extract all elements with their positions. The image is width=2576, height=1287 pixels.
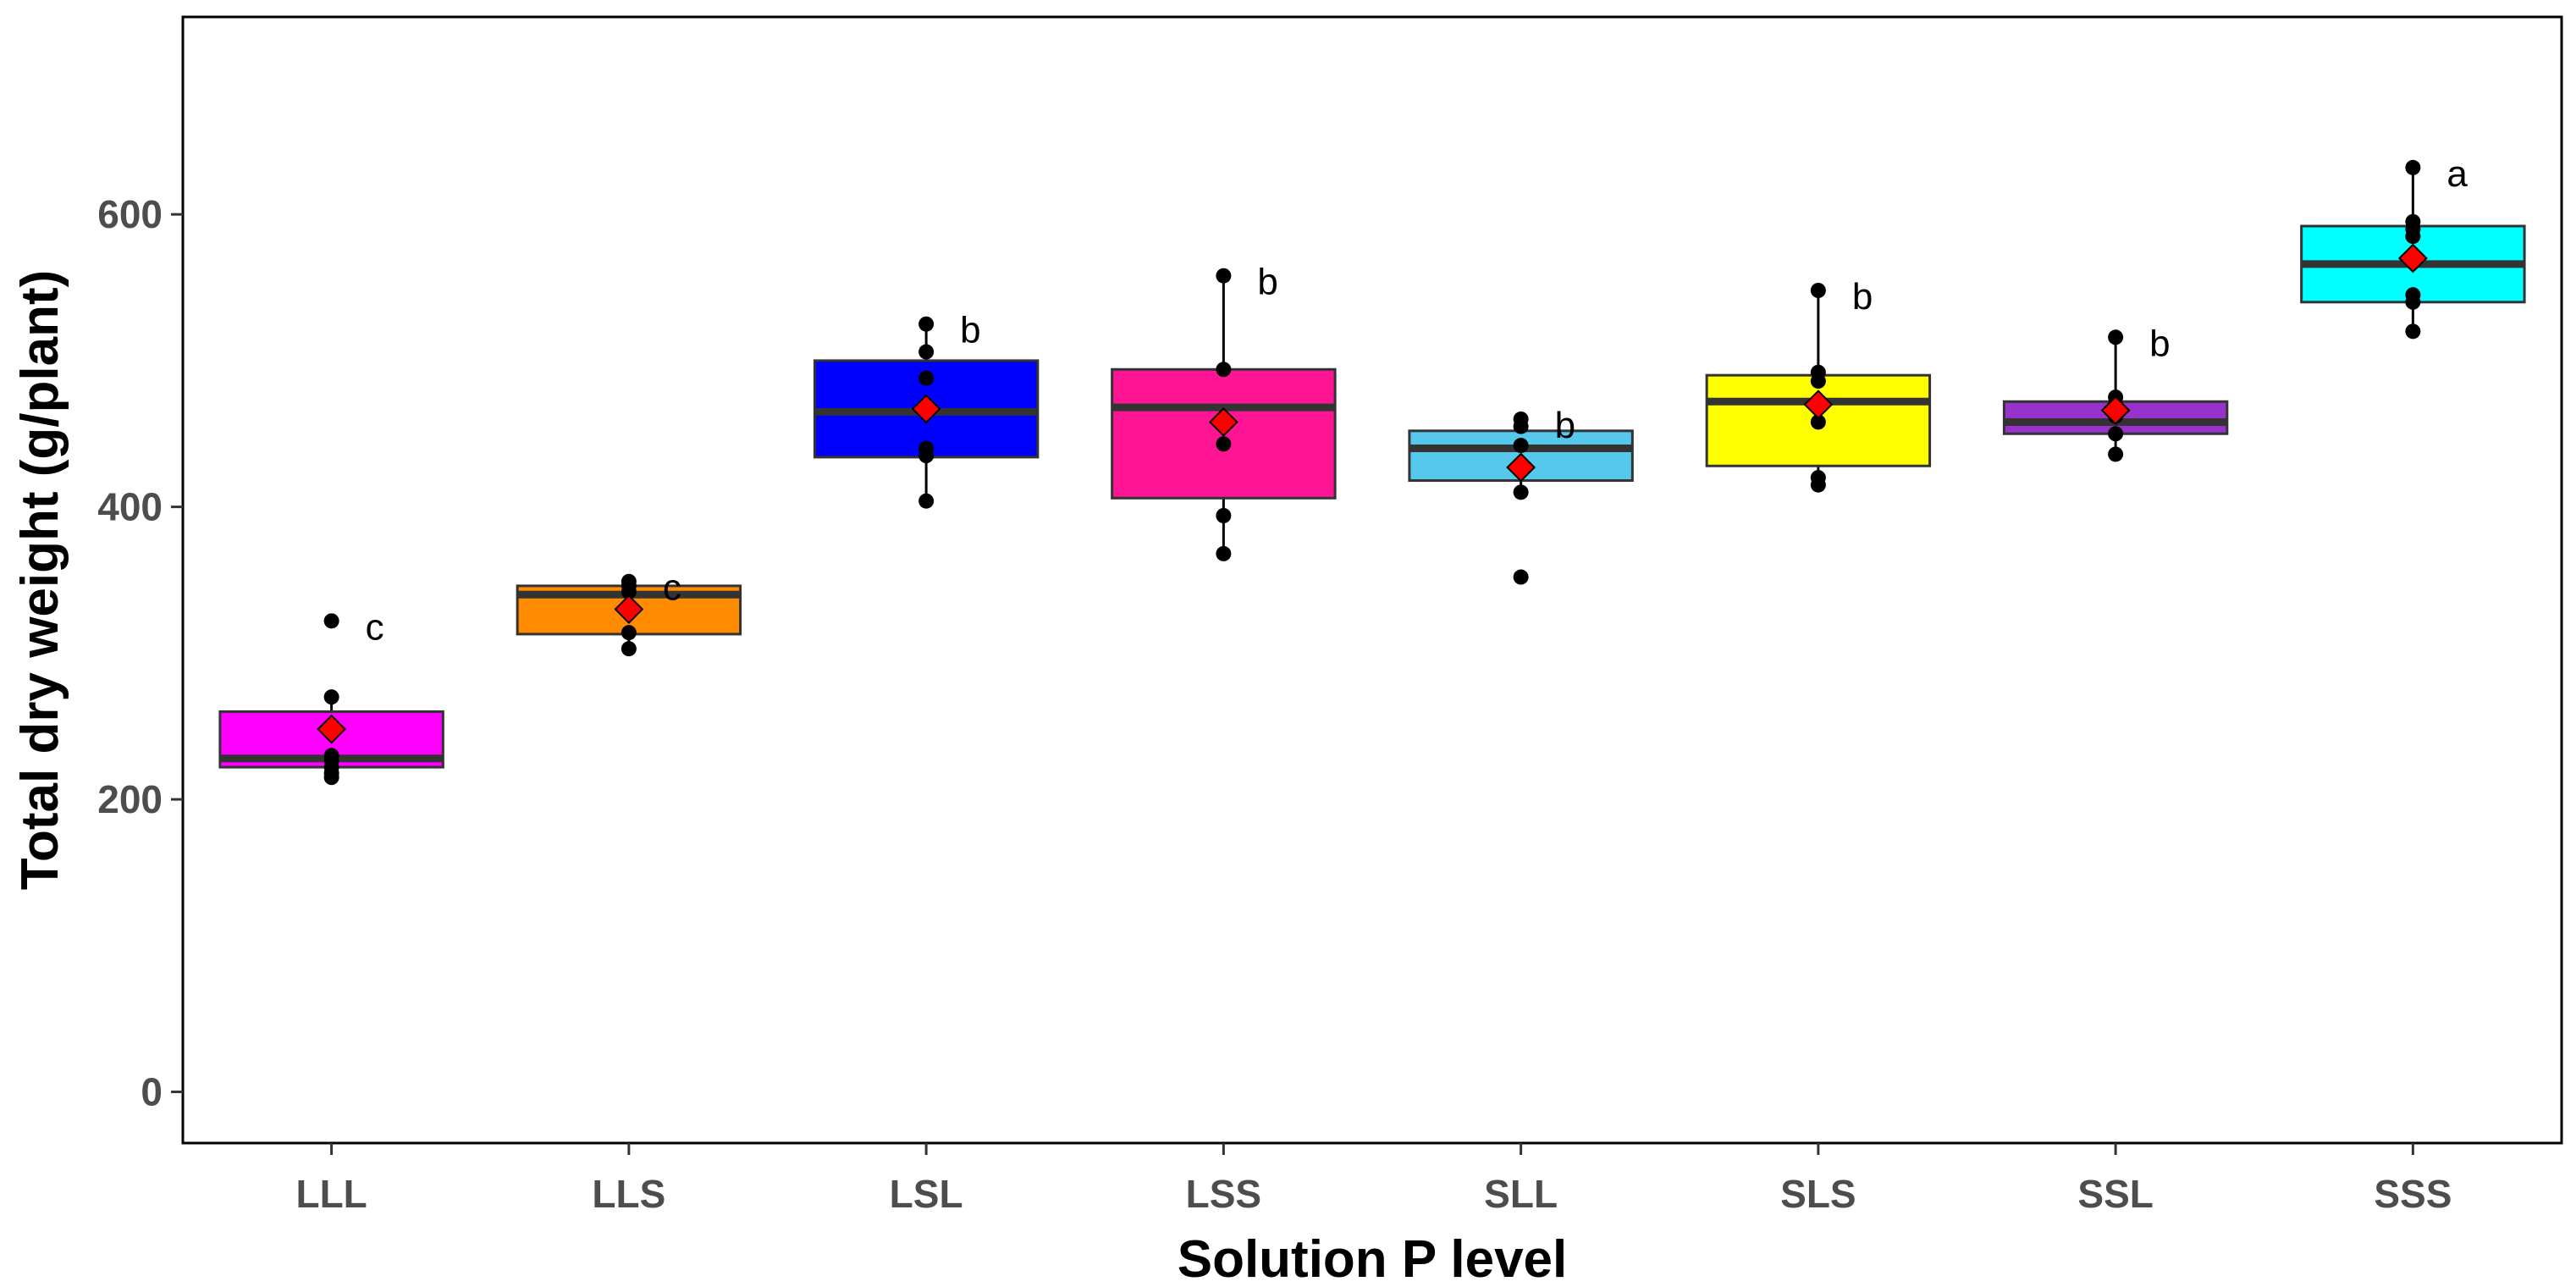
x-tick-label: LSS [1186, 1172, 1261, 1216]
box-group-sll: b [1408, 405, 1634, 585]
data-point [2405, 287, 2421, 303]
x-tick-label: SSL [2077, 1172, 2153, 1216]
mean-marker [1506, 452, 1536, 483]
y-tick-label: 600 [97, 192, 163, 236]
y-tick-label: 200 [97, 777, 163, 821]
significance-letter: c [663, 567, 681, 609]
data-point [323, 689, 339, 705]
y-axis: 0 200 400 600 [97, 192, 183, 1114]
data-point [2108, 329, 2124, 345]
box-series: c c b b b b b a [218, 153, 2526, 786]
box-group-lll: c [218, 606, 444, 786]
x-tick-label: LSL [890, 1172, 963, 1216]
data-point [1810, 414, 1826, 430]
y-tick-label: 400 [97, 485, 163, 529]
data-point [323, 748, 339, 764]
data-point [918, 440, 935, 456]
data-point [2108, 426, 2124, 442]
data-point [621, 641, 637, 657]
x-tick-label: LLS [592, 1172, 665, 1216]
significance-letter: b [1852, 276, 1873, 318]
significance-letter: b [1555, 405, 1575, 446]
box-group-lsl: b [813, 310, 1040, 509]
x-axis: LLL LLS LSL LSS SLL SLS SSL SSS [295, 1143, 2452, 1216]
data-point [1513, 569, 1529, 585]
box-group-lls: c [516, 567, 742, 657]
y-tick-label: 0 [141, 1070, 163, 1114]
x-tick-label: SSS [2374, 1172, 2452, 1216]
data-point [1513, 412, 1529, 427]
mean-marker [317, 714, 347, 744]
box-group-ssl: b [2002, 323, 2229, 462]
data-point [1216, 362, 1232, 378]
significance-letter: b [1257, 262, 1277, 303]
data-point [918, 344, 935, 360]
data-point [621, 625, 637, 641]
data-point [1216, 268, 1232, 284]
data-point [1513, 484, 1529, 500]
box-group-sss: a [2300, 153, 2526, 340]
data-point [2108, 446, 2124, 462]
box-group-lss: b [1111, 262, 1337, 561]
x-tick-label: SLL [1484, 1172, 1558, 1216]
significance-letter: c [366, 606, 384, 648]
data-point [918, 316, 935, 332]
data-point [323, 613, 339, 629]
data-point [1810, 364, 1826, 380]
significance-letter: b [960, 310, 980, 351]
data-point [621, 573, 637, 589]
significance-letter: b [2149, 323, 2170, 364]
data-point [2405, 213, 2421, 229]
data-point [918, 370, 935, 386]
data-point [2405, 159, 2421, 175]
significance-letter: a [2446, 153, 2468, 195]
data-point [1810, 470, 1826, 486]
data-point [1216, 545, 1232, 561]
data-point [918, 493, 935, 509]
data-point [1216, 508, 1232, 523]
data-point [1810, 283, 1826, 298]
data-point [2405, 323, 2421, 340]
mean-marker [911, 394, 941, 424]
box-group-sls: b [1705, 276, 1932, 493]
mean-marker [614, 594, 644, 624]
mean-marker [1803, 389, 1834, 420]
data-point [1216, 436, 1232, 452]
mean-marker [1208, 407, 1238, 437]
mean-marker [2397, 243, 2428, 273]
x-tick-label: SLS [1780, 1172, 1856, 1216]
y-axis-title: Total dry weight (g/plant) [11, 270, 69, 890]
mean-marker [2100, 395, 2131, 426]
x-axis-title: Solution P level [1178, 1230, 1568, 1287]
x-tick-label: LLL [295, 1172, 367, 1216]
data-point [1513, 438, 1529, 454]
plot-panel [181, 15, 2563, 1145]
